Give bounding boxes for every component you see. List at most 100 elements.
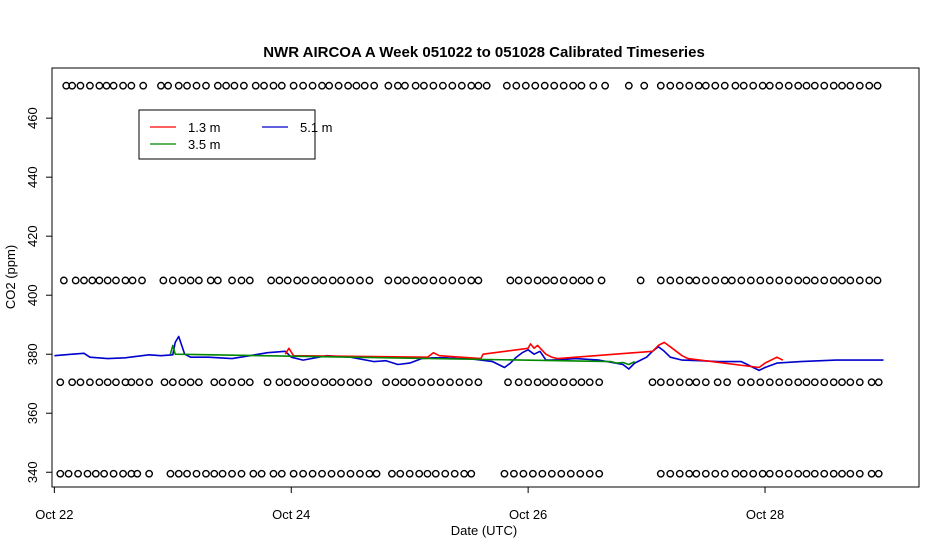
calibration-point	[168, 378, 177, 387]
calibration-point	[293, 378, 302, 387]
calibration-point	[559, 81, 568, 90]
calibration-point	[502, 81, 511, 90]
calibration-point	[557, 469, 566, 478]
calibration-point	[337, 276, 345, 285]
calibration-point	[775, 469, 784, 478]
calibration-point	[589, 81, 598, 90]
calibration-point	[138, 276, 146, 285]
calibration-point	[701, 276, 710, 285]
calibration-point	[420, 81, 428, 90]
calibration-point	[749, 81, 758, 90]
calibration-point	[685, 276, 694, 285]
calibration-point	[76, 81, 85, 90]
calibration-point	[524, 378, 533, 387]
calibration-point	[720, 81, 729, 90]
calibration-point	[865, 276, 874, 285]
x-axis-label: Date (UTC)	[451, 523, 517, 538]
calibration-point	[384, 81, 393, 90]
series-line-1-3-m	[284, 341, 784, 369]
calibration-point	[328, 276, 337, 285]
calibration-point	[855, 378, 864, 387]
calibration-point	[528, 469, 537, 478]
calibration-point	[91, 469, 100, 478]
calibration-point	[692, 378, 701, 387]
calibration-markers	[56, 81, 883, 478]
calibration-point	[666, 81, 675, 90]
calibration-point	[112, 276, 120, 285]
calibration-point	[222, 81, 231, 90]
calibration-point	[174, 469, 183, 478]
calibration-point	[411, 81, 420, 90]
calibration-point	[731, 81, 740, 90]
calibration-point	[86, 378, 94, 387]
calibration-point	[411, 276, 420, 285]
calibration-point	[514, 378, 523, 387]
calibration-point	[245, 378, 254, 387]
calibration-point	[71, 276, 80, 285]
calibration-point	[723, 378, 732, 387]
calibration-point	[228, 469, 236, 478]
calibration-point	[415, 469, 424, 478]
calibration-point	[559, 378, 568, 387]
calibration-point	[820, 469, 829, 478]
calibration-point	[595, 378, 604, 387]
calibration-point	[701, 81, 710, 90]
calibration-point	[328, 378, 337, 387]
calibration-point	[510, 469, 518, 478]
calibration-point	[145, 378, 154, 387]
calibration-point	[283, 378, 292, 387]
calibration-point	[794, 276, 803, 285]
calibration-point	[802, 81, 811, 90]
calibration-point	[429, 276, 438, 285]
calibration-point	[441, 469, 450, 478]
calibration-point	[467, 469, 476, 478]
calibration-point	[218, 469, 227, 478]
calibration-point	[547, 469, 556, 478]
calibration-point	[145, 469, 154, 478]
calibration-point	[802, 378, 811, 387]
calibration-point	[569, 378, 578, 387]
calibration-point	[237, 469, 246, 478]
x-tick-label: Oct 24	[272, 507, 310, 522]
calibration-point	[127, 81, 136, 90]
calibration-point	[213, 276, 222, 285]
calibration-point	[727, 276, 736, 285]
calibration-point	[692, 469, 701, 478]
calibration-point	[467, 81, 476, 90]
calibration-point	[174, 81, 183, 90]
calibration-point	[133, 469, 142, 478]
calibration-point	[59, 276, 68, 285]
calibration-point	[656, 469, 665, 478]
calibration-point	[482, 81, 491, 90]
calibration-point	[838, 81, 846, 90]
calibration-point	[467, 276, 476, 285]
calibration-point	[855, 469, 864, 478]
calibration-point	[401, 81, 409, 90]
calibration-point	[299, 81, 307, 90]
calibration-point	[289, 469, 298, 478]
calibration-point	[775, 276, 784, 285]
calibration-point	[846, 469, 855, 478]
calibration-point	[765, 276, 774, 285]
calibration-point	[746, 276, 755, 285]
y-axis: 340 360 380 400 420 440 460	[25, 107, 52, 483]
calibration-point	[758, 469, 767, 478]
calibration-point	[402, 276, 411, 285]
calibration-point	[597, 276, 606, 285]
calibration-point	[838, 469, 846, 478]
calibration-point	[237, 378, 246, 387]
calibration-point	[656, 276, 665, 285]
calibration-point	[210, 469, 219, 478]
calibration-point	[121, 276, 130, 285]
y-axis-label: CO2 (ppm)	[3, 245, 18, 309]
calibration-point	[711, 276, 720, 285]
calibration-point	[867, 378, 876, 387]
calibration-point	[576, 469, 585, 478]
calibration-point	[95, 81, 104, 90]
calibration-point	[260, 81, 268, 90]
calibration-point	[95, 276, 104, 285]
calibration-point	[370, 81, 379, 90]
calibration-point	[251, 81, 260, 90]
calibration-point	[245, 276, 254, 285]
calibration-point	[88, 276, 97, 285]
